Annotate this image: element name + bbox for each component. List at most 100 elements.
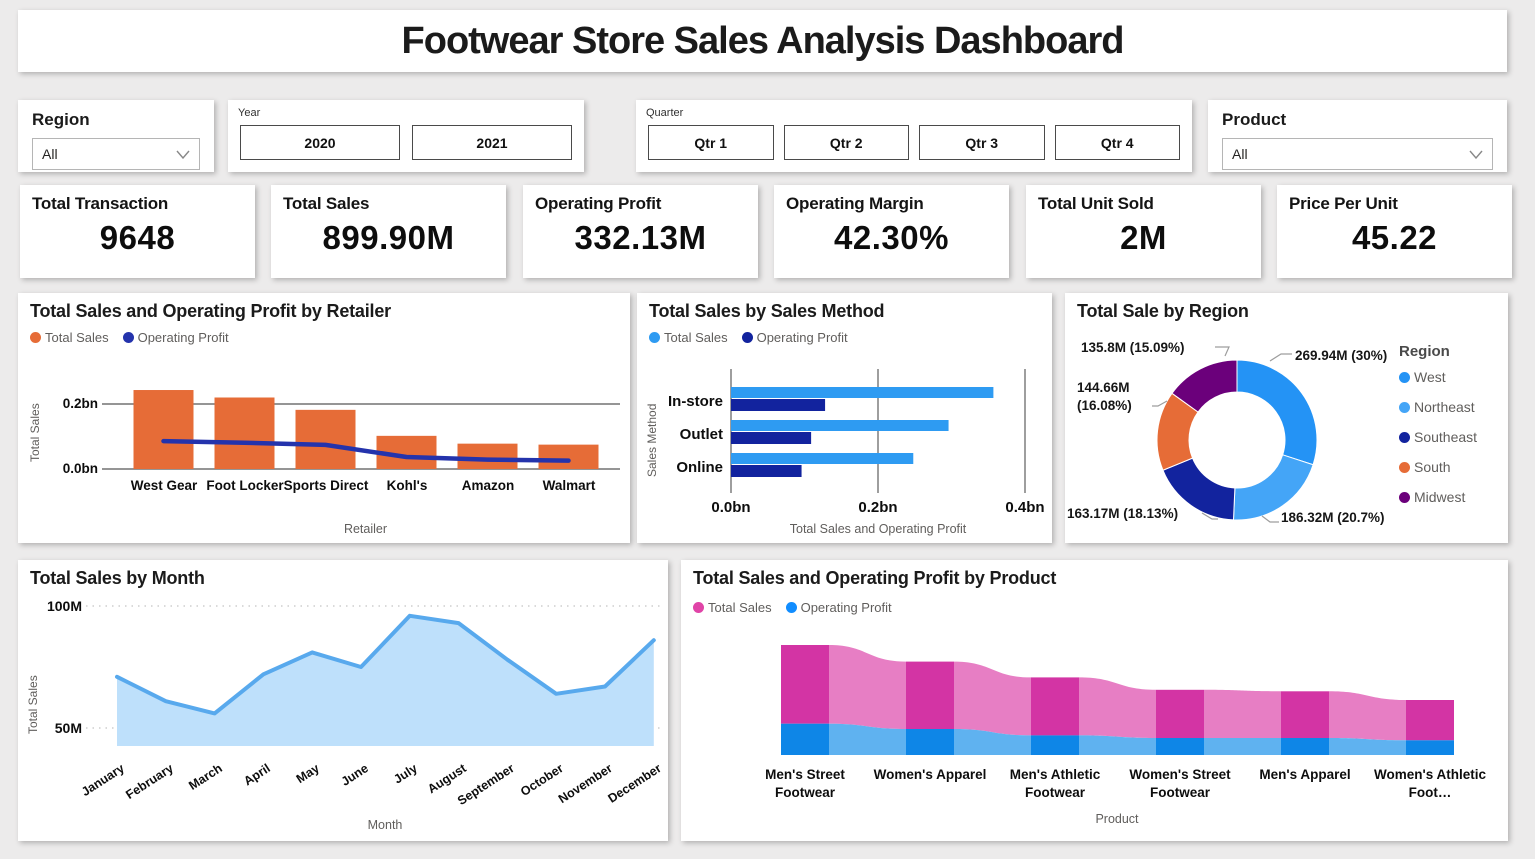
kpi-price-per-unit: Price Per Unit 45.22 bbox=[1277, 185, 1512, 278]
product-filter-card: Product All bbox=[1208, 100, 1507, 172]
y-category: Outlet bbox=[679, 426, 723, 443]
kpi-label: Operating Margin bbox=[786, 194, 924, 213]
legend-item-total-sales[interactable]: Total Sales bbox=[30, 330, 109, 345]
legend-item-operating-profit[interactable]: Operating Profit bbox=[122, 330, 229, 345]
donut-legend-title: Region bbox=[1399, 343, 1450, 360]
chart-title: Total Sales and Operating Profit by Reta… bbox=[30, 301, 391, 321]
y-tick: 100M bbox=[46, 598, 82, 614]
title-card: Footwear Store Sales Analysis Dashboard bbox=[18, 10, 1507, 72]
x-category: Men's Street Footwear bbox=[765, 767, 845, 800]
kpi-label: Total Transaction bbox=[32, 194, 169, 213]
retailer-plot[interactable] bbox=[18, 293, 630, 543]
donut-callout-northeast: 186.32M (20.7%) bbox=[1281, 510, 1385, 525]
kpi-total-transaction: Total Transaction 9648 bbox=[20, 185, 255, 278]
x-category: Women's Street Footwear bbox=[1129, 767, 1231, 800]
legend-dot bbox=[741, 332, 753, 343]
page-title: Footwear Store Sales Analysis Dashboard bbox=[401, 20, 1125, 62]
x-category: West Gear bbox=[130, 478, 198, 493]
kpi-label: Price Per Unit bbox=[1289, 194, 1398, 213]
legend-item-northeast[interactable]: Northeast bbox=[1399, 399, 1475, 415]
legend-dot bbox=[785, 602, 797, 613]
legend-item-midwest[interactable]: Midwest bbox=[1399, 489, 1465, 505]
legend-dot bbox=[1399, 491, 1410, 503]
region-filter-label: Region bbox=[32, 110, 90, 129]
x-axis-title: Total Sales and Operating Profit bbox=[789, 522, 967, 536]
year-filter-card: Year 2020 2021 bbox=[228, 100, 584, 172]
quarter-button-4[interactable]: Qtr 4 bbox=[1054, 125, 1180, 160]
legend-dot bbox=[1399, 401, 1410, 413]
kpi-label: Total Unit Sold bbox=[1038, 194, 1154, 213]
region-select-value: All bbox=[42, 146, 58, 162]
quarter-button-1[interactable]: Qtr 1 bbox=[648, 125, 774, 160]
chart-title: Total Sales and Operating Profit by Prod… bbox=[693, 568, 1057, 588]
x-category: Women's Apparel bbox=[873, 767, 987, 782]
kpi-total-unit-sold: Total Unit Sold 2M bbox=[1026, 185, 1261, 278]
kpi-operating-profit: Operating Profit 332.13M bbox=[523, 185, 758, 278]
x-category: Men's Apparel bbox=[1259, 767, 1351, 782]
legend-dot bbox=[1399, 431, 1410, 443]
donut-callout-southeast: 163.17M (18.13%) bbox=[1067, 506, 1179, 521]
x-tick: 0.4bn bbox=[1005, 499, 1045, 516]
chart-card-sales-method: Total Sales by Sales Method Total Sales … bbox=[637, 293, 1052, 543]
legend-item-total-sales[interactable]: Total Sales bbox=[649, 330, 728, 345]
kpi-total-sales: Total Sales 899.90M bbox=[271, 185, 506, 278]
kpi-value: 2M bbox=[1120, 219, 1167, 256]
sales-method-plot[interactable] bbox=[637, 293, 1052, 543]
chart-card-region: Total Sale by Region 135.8M (15.09%) 269… bbox=[1065, 293, 1508, 543]
x-tick: 0.0bn bbox=[711, 499, 751, 516]
y-tick: 50M bbox=[54, 720, 82, 736]
legend-item-south[interactable]: South bbox=[1399, 459, 1451, 475]
y-tick: 0.2bn bbox=[62, 396, 98, 411]
legend-dot bbox=[1399, 371, 1410, 383]
x-axis-title: Retailer bbox=[343, 522, 388, 536]
region-select[interactable]: All bbox=[32, 138, 200, 170]
x-category: Kohl's bbox=[386, 478, 428, 493]
chart-card-month: Total Sales by Month Total Sales 100M 50… bbox=[18, 560, 668, 841]
chart-card-product: Total Sales and Operating Profit by Prod… bbox=[681, 560, 1508, 841]
product-select[interactable]: All bbox=[1222, 138, 1493, 170]
product-filter-label: Product bbox=[1222, 110, 1287, 129]
legend-item-west[interactable]: West bbox=[1399, 369, 1446, 385]
product-select-value: All bbox=[1232, 146, 1248, 162]
quarter-filter-label: Quarter bbox=[646, 107, 684, 119]
quarter-button-3[interactable]: Qtr 3 bbox=[919, 125, 1045, 160]
x-tick: 0.2bn bbox=[858, 499, 898, 516]
kpi-value: 42.30% bbox=[834, 219, 949, 256]
donut-callout-west: 269.94M (30%) bbox=[1295, 348, 1388, 363]
x-axis-title: Month bbox=[367, 818, 403, 832]
donut-callout-south: 144.66M (16.08%) bbox=[1077, 380, 1132, 414]
quarter-button-2[interactable]: Qtr 2 bbox=[783, 125, 909, 160]
kpi-value: 45.22 bbox=[1351, 219, 1438, 256]
legend-item-operating-profit[interactable]: Operating Profit bbox=[785, 600, 892, 615]
chevron-down-icon bbox=[1469, 150, 1483, 159]
chart-title: Total Sales by Month bbox=[30, 568, 205, 588]
x-category: Amazon bbox=[461, 478, 515, 493]
kpi-value: 332.13M bbox=[574, 219, 707, 256]
product-ribbon-plot[interactable] bbox=[681, 560, 1508, 841]
kpi-label: Total Sales bbox=[283, 194, 370, 213]
legend-dot bbox=[649, 332, 660, 343]
legend-item-total-sales[interactable]: Total Sales bbox=[693, 600, 772, 615]
legend-dot bbox=[122, 332, 134, 343]
chart-card-retailer: Total Sales and Operating Profit by Reta… bbox=[18, 293, 630, 543]
quarter-filter-card: Quarter Qtr 1 Qtr 2 Qtr 3 Qtr 4 bbox=[636, 100, 1192, 172]
month-area-plot[interactable] bbox=[18, 560, 668, 841]
year-button-2021[interactable]: 2021 bbox=[412, 125, 572, 160]
donut-callout-midwest: 135.8M (15.09%) bbox=[1081, 340, 1185, 355]
y-tick: 0.0bn bbox=[62, 461, 98, 476]
legend-dot bbox=[1399, 461, 1410, 473]
kpi-value: 899.90M bbox=[322, 219, 455, 256]
legend-item-operating-profit[interactable]: Operating Profit bbox=[741, 330, 848, 345]
x-category: Women's Athletic Foot… bbox=[1374, 767, 1486, 800]
region-donut-plot[interactable] bbox=[1065, 293, 1508, 543]
y-category: In-store bbox=[667, 393, 723, 410]
legend-item-southeast[interactable]: Southeast bbox=[1399, 429, 1477, 445]
chart-title: Total Sales by Sales Method bbox=[649, 301, 885, 321]
x-category: Men's Athletic Footwear bbox=[1009, 767, 1101, 800]
chart-title: Total Sale by Region bbox=[1077, 301, 1249, 321]
x-category: Walmart bbox=[542, 478, 596, 493]
x-category: Foot Locker bbox=[206, 478, 284, 493]
region-filter-card: Region All bbox=[18, 100, 214, 172]
year-button-2020[interactable]: 2020 bbox=[240, 125, 400, 160]
